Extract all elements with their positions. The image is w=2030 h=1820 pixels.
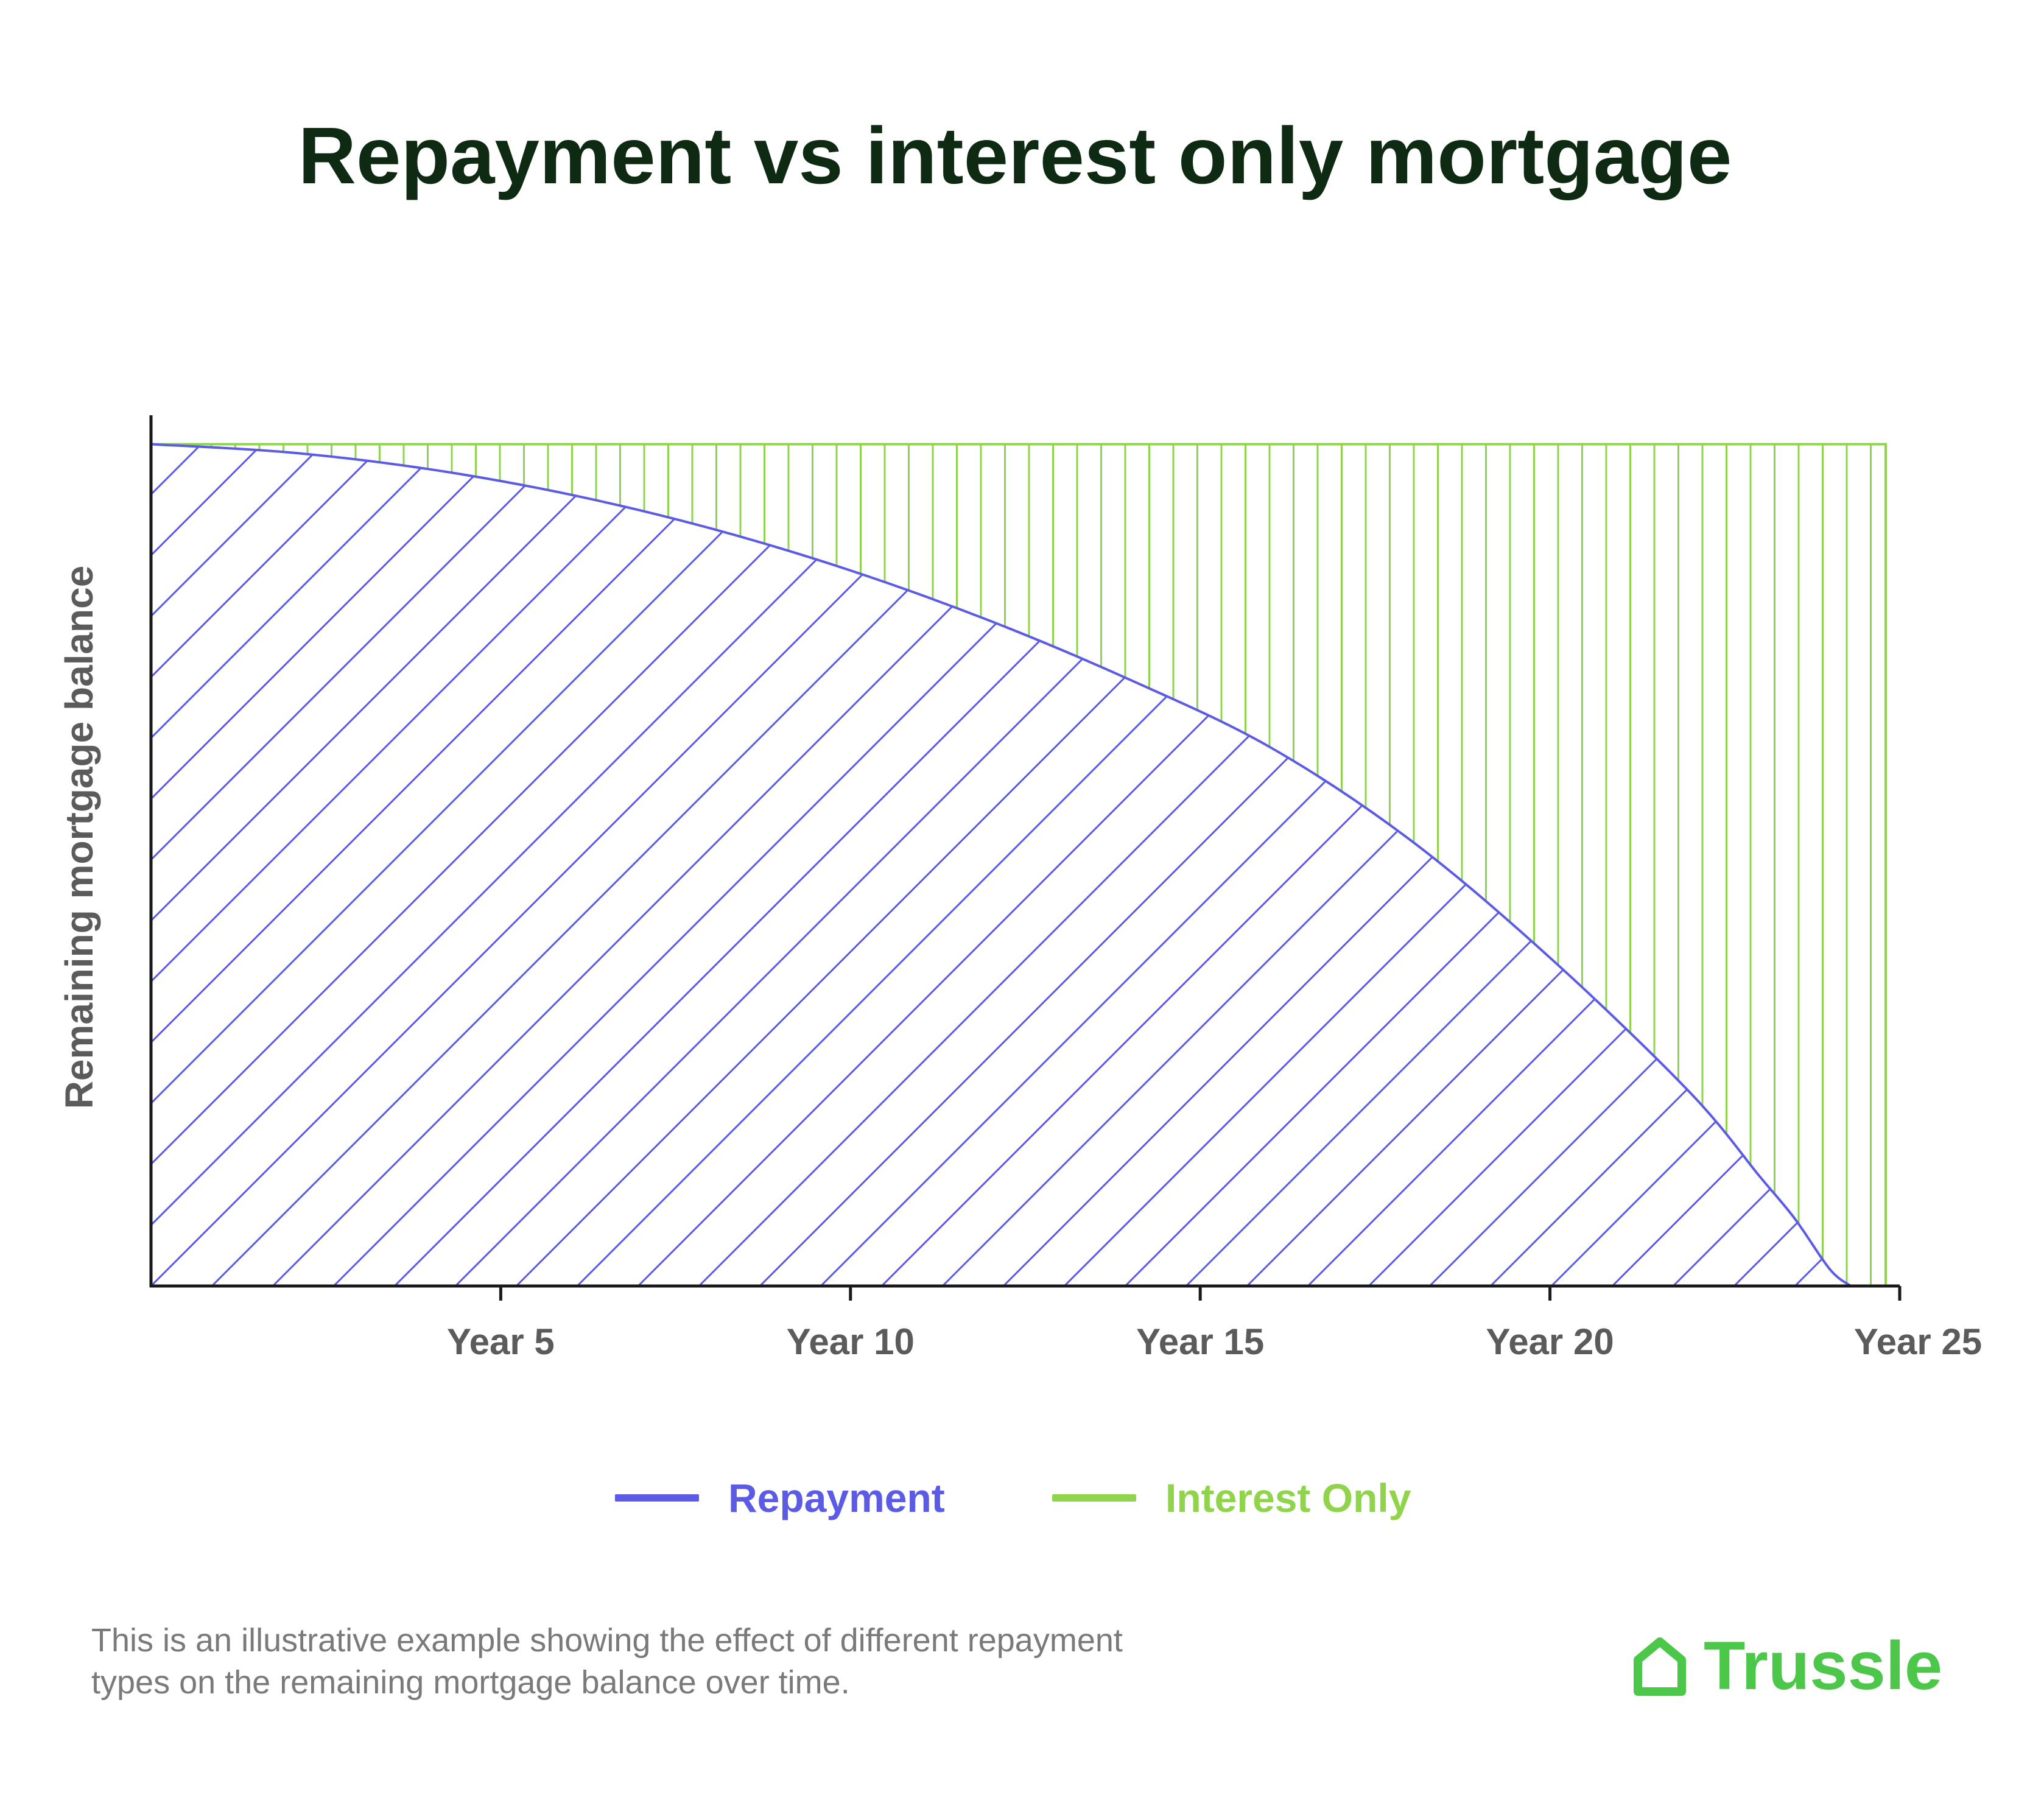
repayment-hatch-line bbox=[151, 444, 761, 1286]
repayment-hatch-line bbox=[151, 444, 700, 1286]
repayment-hatch-line bbox=[1978, 373, 2030, 1286]
repayment-hatch-line bbox=[151, 444, 152, 1286]
repayment-fill bbox=[151, 373, 2030, 1286]
legend-item-interest-only: Interest Only bbox=[1052, 1467, 1411, 1528]
repayment-hatch-line bbox=[151, 444, 944, 1286]
x-tick-label: Year 10 bbox=[787, 1321, 915, 1362]
repayment-hatch-line bbox=[151, 444, 396, 1286]
repayment-hatch-line bbox=[1794, 444, 1851, 1286]
legend-swatch-repayment bbox=[615, 1494, 699, 1502]
footnote: This is an illustrative example showing … bbox=[91, 1622, 1123, 1701]
series-line-interest-only bbox=[151, 443, 1888, 1286]
repayment-hatch-line bbox=[1002, 444, 1851, 1286]
repayment-hatch-line bbox=[1917, 373, 2030, 1286]
repayment-hatch-line bbox=[1307, 444, 1851, 1286]
repayment-hatch-line bbox=[272, 444, 1187, 1286]
legend-swatch-interest-only bbox=[1052, 1494, 1136, 1502]
chart-title: Repayment vs interest only mortgage bbox=[298, 111, 1732, 200]
repayment-hatch-line bbox=[151, 444, 639, 1286]
repayment-hatch-line bbox=[1856, 373, 2030, 1286]
repayment-hatch-line bbox=[1489, 444, 1851, 1286]
x-tick-label: Year 5 bbox=[447, 1321, 555, 1362]
repayment-hatch-line bbox=[576, 444, 1492, 1286]
repayment-hatch-line bbox=[151, 444, 518, 1286]
repayment-hatch-line bbox=[151, 444, 274, 1286]
legend-label-interest-only: Interest Only bbox=[1165, 1475, 1411, 1520]
repayment-hatch-line bbox=[151, 444, 335, 1286]
repayment-hatch-line bbox=[1368, 444, 1851, 1286]
repayment-hatch-line bbox=[1063, 444, 1851, 1286]
repayment-hatch-line bbox=[151, 444, 213, 1286]
x-tick-label: Year 15 bbox=[1136, 1321, 1264, 1362]
repayment-hatch-line bbox=[151, 444, 1066, 1286]
legend-label-repayment: Repayment bbox=[728, 1475, 945, 1520]
repayment-hatch-line bbox=[880, 444, 1796, 1286]
brand-name: Trussle bbox=[1704, 1628, 1943, 1704]
repayment-hatch-line bbox=[393, 444, 1309, 1286]
repayment-hatch-line bbox=[1733, 444, 1851, 1286]
repayment-hatch-line bbox=[454, 444, 1370, 1286]
brand-logo: Trussle bbox=[1632, 1632, 1942, 1700]
repayment-hatch-line bbox=[1428, 444, 1851, 1286]
interest-only-fill bbox=[162, 444, 1872, 1286]
legend-item-repayment: Repayment bbox=[615, 1467, 945, 1528]
repayment-hatch-line bbox=[1246, 444, 1851, 1286]
repayment-hatch-line bbox=[332, 444, 1248, 1286]
repayment-hatch-line bbox=[1611, 444, 1851, 1286]
repayment-hatch-line bbox=[941, 444, 1851, 1286]
series-line-repayment bbox=[150, 443, 1852, 1287]
repayment-hatch-line bbox=[151, 444, 1005, 1286]
repayment-hatch-line bbox=[151, 444, 578, 1286]
repayment-hatch-line bbox=[1124, 444, 1851, 1286]
repayment-hatch-line bbox=[759, 444, 1674, 1286]
repayment-hatch-line bbox=[1550, 444, 1851, 1286]
repayment-hatch-line bbox=[151, 444, 822, 1286]
house-icon bbox=[1634, 1637, 1686, 1696]
repayment-hatch-line bbox=[1185, 444, 1851, 1286]
x-tick-label: Year 20 bbox=[1486, 1321, 1614, 1362]
repayment-hatch-line bbox=[151, 444, 457, 1286]
x-tick-label: Year 25 bbox=[1854, 1321, 1982, 1362]
